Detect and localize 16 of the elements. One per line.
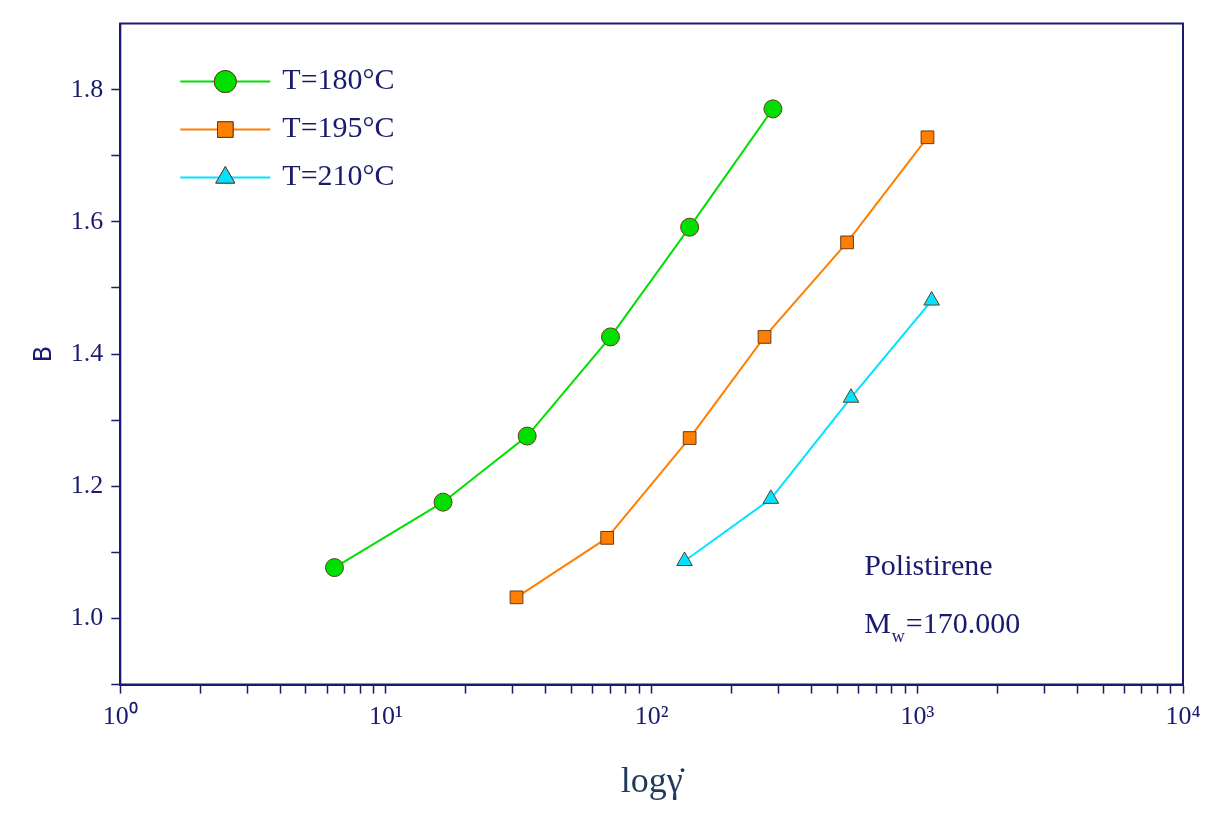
legend-label: T=210°C (282, 158, 395, 192)
y-tick-label: 1.6 (70, 205, 104, 235)
legend-label: T=195°C (282, 110, 395, 144)
x-tick-label: 10⁰ (102, 701, 138, 731)
y-tick-label: 1.2 (70, 470, 104, 500)
x-axis-title: logγ̇ (620, 759, 685, 800)
x-tick-label: 10¹ (369, 701, 403, 731)
y-axis-title: B (28, 345, 57, 363)
y-tick-label: 1.8 (70, 73, 104, 103)
annotation: Polistirene (864, 547, 993, 581)
y-tick-label: 1.0 (70, 602, 104, 632)
x-tick-label: 10² (634, 701, 669, 731)
x-tick-label: 10³ (900, 701, 935, 731)
legend-label: T=180°C (282, 62, 395, 96)
y-tick-label: 1.4 (70, 337, 104, 367)
x-tick-label: 10⁴ (1165, 701, 1201, 731)
